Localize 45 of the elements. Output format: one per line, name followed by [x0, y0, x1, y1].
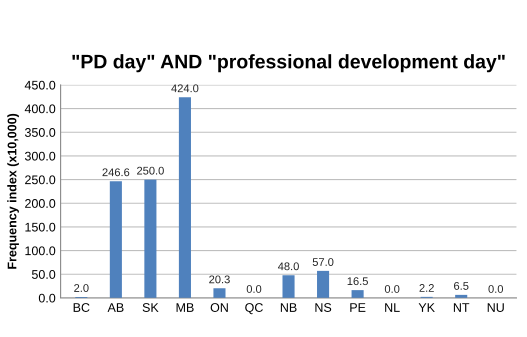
bar	[144, 180, 156, 298]
x-tick-label: AB	[108, 303, 124, 312]
y-tick-label: 400.0	[24, 104, 56, 114]
x-tick-label: NT	[454, 303, 470, 312]
data-label: 0.0	[488, 285, 504, 293]
x-tick-label: PE	[350, 303, 366, 312]
data-label: 0.0	[246, 285, 262, 293]
bar	[282, 275, 295, 298]
data-label: 48.0	[278, 262, 299, 270]
x-tick-label: SK	[142, 303, 159, 312]
data-label: 424.0	[171, 84, 198, 92]
data-label: 16.5	[348, 277, 368, 286]
x-tick-label: BC	[74, 303, 90, 312]
chart-title: "PD day" AND "professional development day"	[72, 54, 505, 72]
data-label: 250.0	[137, 166, 164, 175]
x-tick-label: QC	[245, 303, 263, 314]
x-tick-label: NS	[315, 303, 332, 312]
bar	[110, 181, 122, 298]
bar	[213, 288, 226, 298]
y-tick-label: 450.0	[24, 80, 56, 90]
bar	[317, 270, 330, 298]
data-label: 57.0	[312, 258, 334, 266]
data-label: 0.0	[384, 285, 400, 293]
bar	[352, 290, 364, 298]
y-tick-label: 150.0	[25, 222, 56, 232]
x-tick-label: YK	[418, 303, 435, 312]
y-tick-label: 300.0	[24, 152, 56, 161]
x-tick-label: NB	[280, 303, 297, 312]
x-tick-label: MB	[176, 303, 194, 312]
x-tick-label: NL	[385, 303, 400, 312]
x-tick-label: ON	[210, 303, 228, 312]
y-tick-label: 0.0	[38, 294, 56, 303]
y-tick-label: 50.0	[32, 270, 56, 279]
y-tick-label: 100.0	[25, 246, 56, 256]
y-tick-label: 350.0	[24, 128, 56, 137]
data-label: 246.6	[102, 168, 130, 176]
y-axis-title: Frequency index (x10,000)	[7, 114, 19, 269]
data-label: 2.2	[420, 284, 434, 292]
y-tick-label: 200.0	[25, 199, 56, 208]
y-tick-label: 250.0	[25, 175, 56, 184]
data-label: 20.3	[209, 275, 230, 284]
data-label: 2.0	[74, 284, 89, 292]
x-tick-label: NU	[488, 303, 504, 312]
bar	[178, 97, 191, 298]
data-label: 6.5	[454, 282, 468, 290]
